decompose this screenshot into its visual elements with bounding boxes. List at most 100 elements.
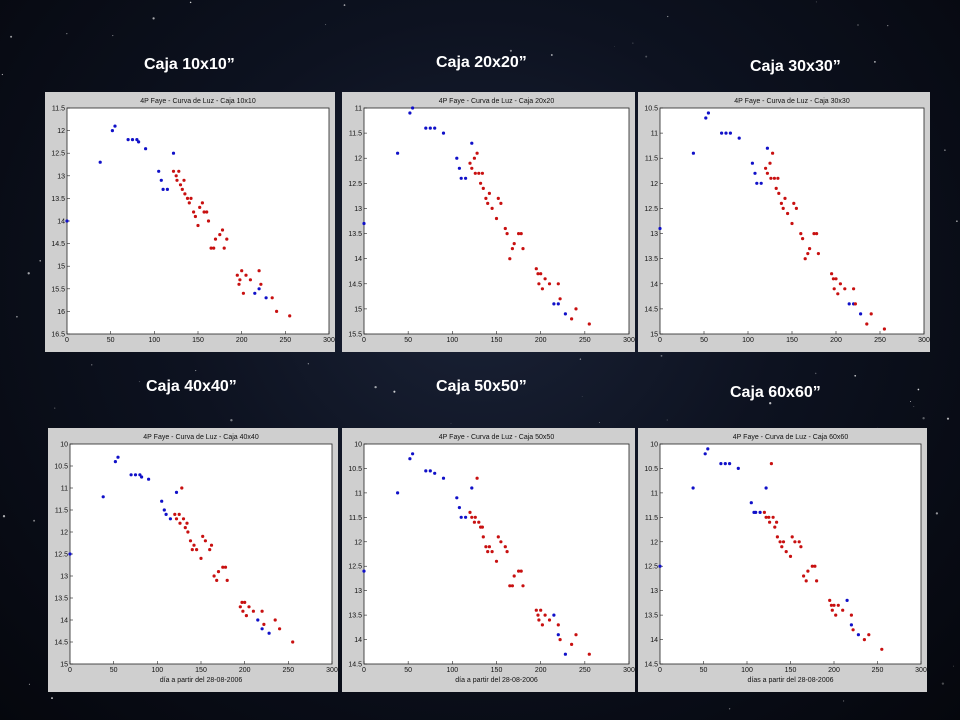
scatter-chart-30x30: 4P Faye - Curva de Luz - Caja 30x30 10.5 1… (644, 98, 930, 344)
star-dot (854, 374, 857, 377)
data-point-red (484, 545, 488, 549)
caption-caja-20x20: Caja 20x20” (436, 54, 527, 71)
y-tick-label: 11.5 (55, 508, 68, 515)
data-point-red (768, 520, 772, 524)
data-point-blue (728, 131, 732, 135)
data-point-red (174, 517, 179, 521)
data-point-red (801, 237, 805, 241)
data-point-red (480, 525, 484, 529)
star-dot (33, 519, 36, 522)
data-point-blue (101, 495, 105, 499)
plot-area (66, 107, 330, 335)
data-point-red (473, 171, 477, 175)
star-dot (874, 61, 876, 63)
data-point-red (813, 564, 817, 568)
data-point-blue (433, 471, 437, 475)
x-tick-label: 100 (446, 667, 458, 674)
y-tick-label: 15 (60, 662, 68, 669)
data-point-red (185, 521, 189, 525)
data-point-red (487, 191, 491, 195)
data-point-red (209, 543, 214, 547)
x-tick-label: 0 (362, 667, 366, 674)
data-point-blue (658, 564, 662, 568)
y-tick-label: 16 (57, 309, 65, 316)
chart-panel-20x20: 4P Faye - Curva de Luz - Caja 20x20 11 11.… (342, 92, 635, 352)
y-tick-label: 14.5 (644, 662, 658, 669)
y-tick-label: 11 (651, 131, 658, 138)
data-point-blue (552, 613, 556, 617)
data-point-red (192, 210, 196, 214)
star-dot (1, 73, 4, 76)
data-point-red (882, 327, 886, 331)
data-point-red (247, 605, 251, 609)
data-point-blue (556, 302, 560, 306)
y-tick-label: 13.5 (348, 231, 362, 238)
y-tick-label: 13.5 (644, 256, 658, 263)
data-point-blue (135, 138, 139, 142)
star-dot (941, 682, 945, 685)
data-point-blue (856, 633, 860, 637)
y-tick-label: 10.5 (644, 466, 658, 473)
data-point-red (221, 565, 225, 569)
data-point-red (235, 273, 239, 277)
y-tick-label: 11.5 (645, 156, 658, 163)
chart-panel-40x40: 4P Faye - Curva de Luz - Caja 40x40 10 10.… (48, 428, 338, 692)
x-tick-label: 50 (404, 337, 412, 344)
data-point-red (547, 618, 552, 622)
chart-title: 4P Faye - Curva de Luz - Caja 60x60 (733, 434, 849, 441)
data-point-red (519, 232, 523, 236)
x-tick-label: 150 (195, 667, 207, 674)
data-point-red (473, 515, 477, 519)
data-point-red (786, 211, 790, 216)
data-point-blue (260, 627, 264, 631)
star-dot (189, 1, 192, 4)
data-point-red (543, 613, 547, 617)
x-tick-label: 100 (741, 667, 753, 674)
y-tick-label: 12.5 (644, 206, 658, 213)
data-point-red (536, 613, 540, 617)
x-tick-label: 0 (658, 667, 662, 674)
y-tick-label: 12 (354, 156, 362, 163)
star-dot (843, 700, 845, 702)
data-point-red (777, 191, 781, 195)
data-point-red (764, 515, 768, 519)
data-point-blue (753, 171, 757, 175)
data-point-blue (411, 106, 415, 110)
data-point-blue (257, 287, 261, 291)
data-point-red (484, 196, 488, 200)
data-point-red (174, 174, 178, 178)
data-point-red (830, 272, 834, 276)
y-tick-label: 12.5 (348, 564, 362, 571)
y-tick-label: 12 (650, 181, 658, 188)
star-dot (814, 372, 817, 375)
y-tick-label: 12.5 (54, 552, 68, 559)
y-tick-label: 10.5 (348, 466, 362, 473)
star-dot (16, 315, 18, 318)
caption-caja-40x40: Caja 40x40” (146, 378, 237, 395)
data-point-blue (113, 460, 117, 464)
data-point-blue (455, 156, 459, 160)
data-point-red (201, 534, 205, 538)
data-point-blue (459, 176, 463, 180)
data-point-red (587, 652, 591, 656)
data-point-red (212, 246, 216, 250)
y-tick-label: 13 (650, 231, 658, 238)
data-point-blue (750, 161, 754, 165)
data-point-red (834, 277, 838, 281)
data-point-red (767, 515, 771, 519)
data-point-red (776, 176, 780, 180)
data-point-red (521, 584, 525, 588)
data-point-red (510, 247, 514, 251)
data-point-red (780, 545, 784, 549)
y-tick-label: 12 (57, 128, 65, 135)
data-point-red (808, 247, 812, 251)
data-point-red (209, 246, 213, 250)
data-point-red (556, 623, 560, 627)
data-point-red (540, 623, 544, 627)
data-point-blue (464, 176, 468, 180)
y-tick-label: 14 (354, 256, 362, 263)
data-point-blue (758, 510, 762, 514)
data-point-red (503, 226, 507, 231)
x-tick-label: 100 (446, 337, 458, 344)
data-point-red (468, 161, 472, 165)
